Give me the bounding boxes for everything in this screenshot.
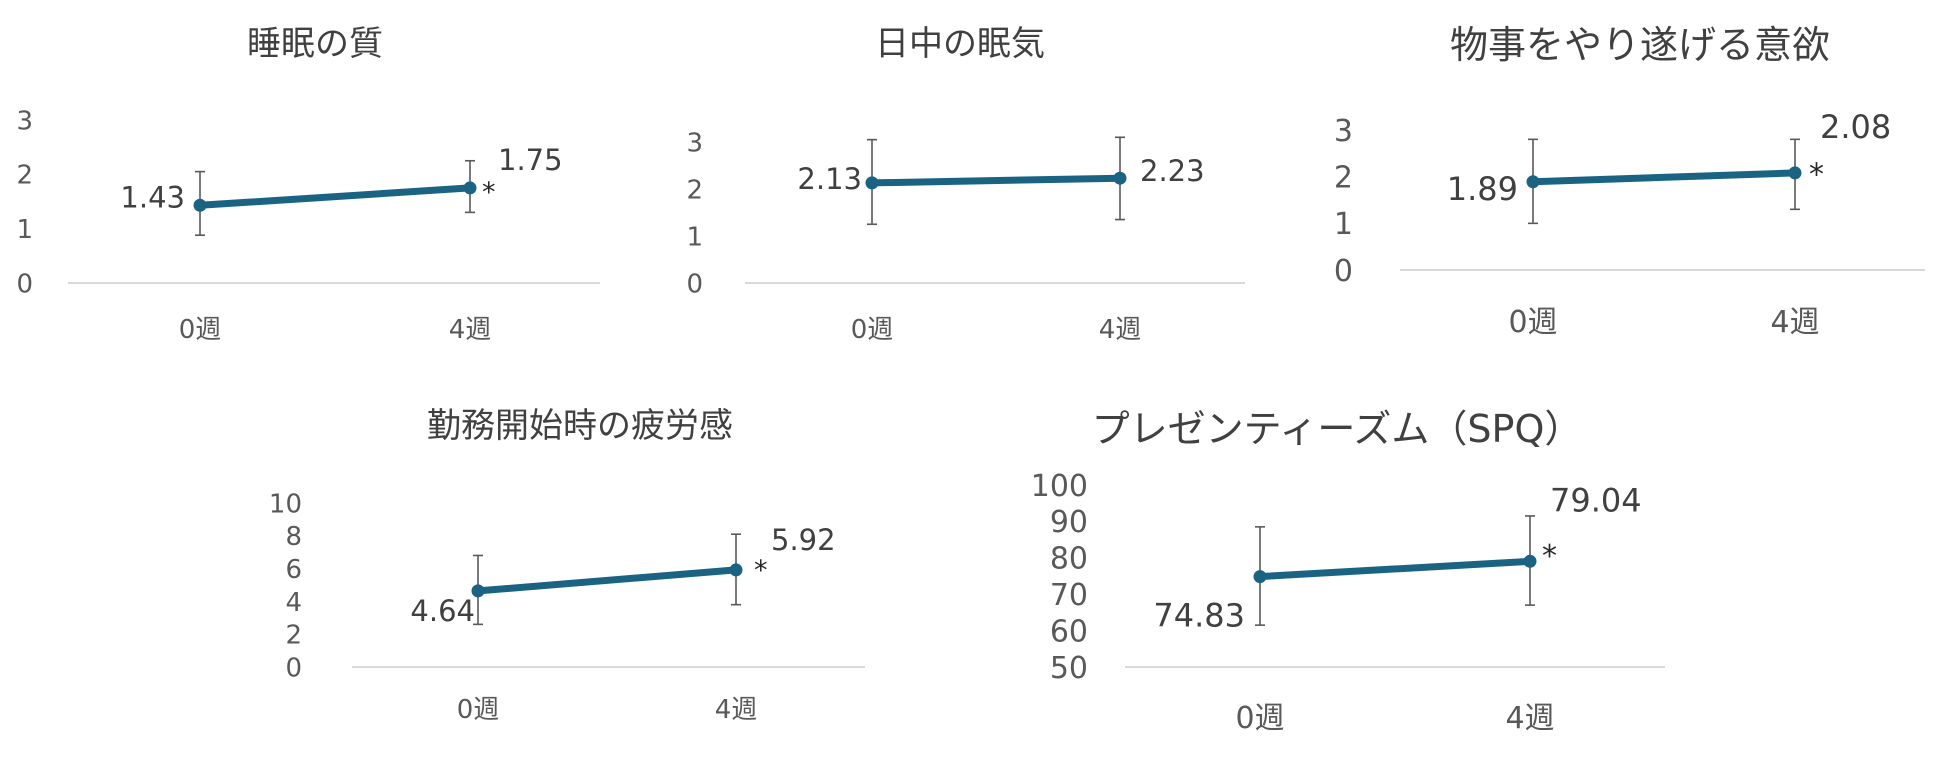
x-tick-label: 4週 bbox=[715, 695, 758, 725]
data-label: 5.92 bbox=[771, 523, 836, 557]
chart-panel-3: 物事をやり遂げる意欲 0 1 2 3 0週 4週 1.89 2.08 * bbox=[1334, 23, 1925, 340]
data-label: 74.83 bbox=[1153, 597, 1245, 635]
significance-marker: * bbox=[1809, 157, 1824, 192]
x-tick-label: 0週 bbox=[1508, 305, 1557, 340]
y-tick-label: 0 bbox=[686, 269, 703, 299]
chart-title: 日中の眠気 bbox=[875, 24, 1045, 64]
y-tick-label: 0 bbox=[16, 269, 33, 299]
chart-title: 勤務開始時の疲労感 bbox=[427, 406, 733, 446]
chart-title: 睡眠の質 bbox=[247, 24, 383, 64]
x-tick-label: 0週 bbox=[179, 315, 222, 345]
y-tick-label: 6 bbox=[285, 555, 302, 585]
y-tick-label: 1 bbox=[686, 222, 703, 252]
series-marker bbox=[1253, 570, 1267, 584]
data-label: 4.64 bbox=[410, 594, 475, 628]
y-tick-label: 1 bbox=[1334, 207, 1353, 242]
y-tick-label: 90 bbox=[1050, 505, 1088, 540]
y-tick-label: 2 bbox=[16, 161, 33, 191]
y-tick-label: 3 bbox=[1334, 114, 1353, 149]
y-tick-label: 10 bbox=[269, 489, 302, 519]
series-line bbox=[1529, 169, 1799, 186]
significance-marker: * bbox=[1542, 539, 1557, 574]
chart-panel-1: 睡眠の質 0 1 2 3 0週 4週 1.43 1.75* bbox=[16, 24, 600, 345]
x-tick-label: 0週 bbox=[457, 695, 500, 725]
y-tick-label: 0 bbox=[1334, 254, 1353, 289]
data-label: 2.13 bbox=[797, 162, 862, 196]
series-marker bbox=[463, 181, 477, 195]
y-tick-label: 1 bbox=[16, 215, 33, 245]
y-tick-label: 2 bbox=[686, 175, 703, 205]
series-marker bbox=[729, 563, 743, 577]
x-tick-label: 4週 bbox=[449, 315, 492, 345]
series-line bbox=[474, 566, 740, 595]
series-marker bbox=[193, 198, 207, 212]
data-label: 1.75 bbox=[498, 143, 563, 177]
y-tick-label: 0 bbox=[285, 653, 302, 683]
series-marker bbox=[471, 584, 485, 598]
x-tick-label: 4週 bbox=[1770, 305, 1819, 340]
y-tick-label: 2 bbox=[285, 621, 302, 651]
chart-title: プレゼンティーズム（SPQ） bbox=[1092, 407, 1583, 451]
series-line bbox=[196, 184, 474, 209]
series-marker bbox=[1113, 171, 1127, 185]
y-tick-label: 4 bbox=[285, 588, 302, 618]
data-label: 79.04 bbox=[1550, 481, 1642, 519]
data-label: 2.08 bbox=[1820, 108, 1891, 146]
chart-panel-2: 日中の眠気 0 1 2 3 0週 4週 2.13 2.23 bbox=[686, 24, 1245, 345]
series-marker bbox=[1526, 175, 1540, 189]
series-marker bbox=[1788, 166, 1802, 180]
chart-title: 物事をやり遂げる意欲 bbox=[1450, 23, 1830, 67]
x-tick-label: 0週 bbox=[1235, 701, 1284, 736]
series-marker bbox=[865, 176, 879, 190]
x-tick-label: 0週 bbox=[851, 315, 894, 345]
y-tick-label: 60 bbox=[1050, 614, 1088, 649]
y-tick-label: 2 bbox=[1334, 160, 1353, 195]
y-tick-label: 100 bbox=[1031, 469, 1088, 504]
significance-marker: * bbox=[754, 555, 768, 586]
series-line bbox=[1256, 557, 1534, 581]
y-tick-label: 50 bbox=[1050, 651, 1088, 686]
data-label: 1.43 bbox=[120, 180, 185, 214]
y-tick-label: 70 bbox=[1050, 578, 1088, 613]
y-tick-label: 3 bbox=[16, 106, 33, 136]
x-tick-label: 4週 bbox=[1505, 701, 1554, 736]
y-tick-label: 3 bbox=[686, 128, 703, 158]
x-tick-label: 4週 bbox=[1099, 315, 1142, 345]
series-line bbox=[868, 174, 1124, 187]
significance-marker: * bbox=[482, 177, 496, 208]
y-tick-label: 8 bbox=[285, 522, 302, 552]
data-label: 1.89 bbox=[1447, 170, 1518, 208]
data-label: 2.23 bbox=[1140, 154, 1205, 188]
series-marker bbox=[1523, 554, 1537, 568]
y-tick-label: 80 bbox=[1050, 542, 1088, 577]
